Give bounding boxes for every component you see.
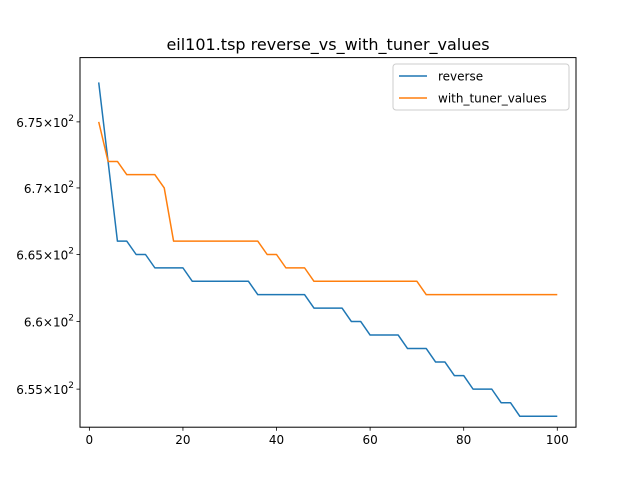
x-tick-label: 0 — [86, 433, 94, 447]
legend-label-reverse: reverse — [438, 70, 483, 84]
x-axis: 0 20 40 60 80 100 — [86, 427, 569, 447]
legend-label-with-tuner-values: with_tuner_values — [438, 92, 547, 106]
y-tick-label: 6.75×102 — [16, 114, 74, 130]
x-tick-label: 40 — [269, 433, 284, 447]
legend-box — [392, 63, 570, 111]
legend: reverse with_tuner_values — [392, 63, 570, 111]
y-tick-label: 6.7×102 — [24, 180, 74, 196]
y-tick-label: 6.65×102 — [16, 246, 74, 262]
chart-title: eil101.tsp reverse_vs_with_tuner_values — [166, 35, 489, 55]
x-tick-label: 20 — [175, 433, 190, 447]
y-axis: 6.55×102 6.6×102 6.65×102 6.7×102 6.75×102 — [16, 114, 80, 397]
series-layer — [97, 82, 558, 418]
y-tick-label: 6.6×102 — [24, 314, 74, 330]
plot-frame — [79, 57, 577, 428]
y-tick-label: 6.55×102 — [16, 381, 74, 397]
x-tick-label: 100 — [546, 433, 569, 447]
series-line-reverse — [97, 82, 558, 418]
x-tick-label: 60 — [362, 433, 377, 447]
x-tick-label: 80 — [456, 433, 471, 447]
series-line-with-tuner-values — [97, 121, 558, 296]
